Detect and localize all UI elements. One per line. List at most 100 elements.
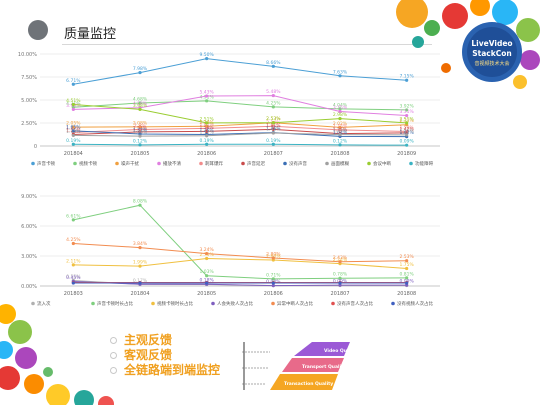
data-label: 1.21% xyxy=(400,128,415,134)
legend-label: 没有声音 xyxy=(289,160,307,167)
data-label: 0.55% xyxy=(66,274,81,280)
series-line xyxy=(73,58,407,85)
data-label: 6.71% xyxy=(66,78,81,84)
series-line xyxy=(73,128,407,135)
legend-marker xyxy=(241,161,245,166)
series-line xyxy=(73,100,407,111)
legend-label: 没有声音人次占比 xyxy=(337,300,373,307)
data-label: 1.8% xyxy=(134,123,146,129)
legend-marker xyxy=(283,161,287,166)
data-label: 1.41% xyxy=(266,127,281,133)
data-label: 1.65% xyxy=(66,124,81,130)
data-label: 1.15% xyxy=(66,129,81,135)
y-tick-label: 5.00% xyxy=(21,98,37,104)
legend-label: 流入次 xyxy=(37,300,51,307)
logo-line1: LiveVideo xyxy=(471,39,512,48)
data-point xyxy=(71,102,75,107)
legend-label: 声音延迟 xyxy=(247,160,265,167)
data-point xyxy=(338,125,342,130)
data-point xyxy=(138,143,142,147)
series-line xyxy=(73,95,407,117)
data-label: 1.91% xyxy=(200,122,215,128)
data-label: 7.63% xyxy=(333,69,348,75)
legend-marker xyxy=(211,301,215,306)
data-label: 0.19% xyxy=(200,138,215,144)
x-tick-label: 201804 xyxy=(130,291,149,297)
bullet-label: 客观反馈 xyxy=(124,348,173,362)
data-point xyxy=(271,142,275,146)
feedback-bullet-list: 主观反馈 客观反馈 全链路端到端监控 xyxy=(110,333,220,378)
data-label: 3.24% xyxy=(200,247,215,253)
data-point xyxy=(271,93,275,98)
pyramid-label-video: Video Quality xyxy=(324,348,358,354)
data-point xyxy=(405,276,409,280)
legend-marker xyxy=(115,161,119,166)
data-point xyxy=(205,252,209,256)
data-label: 1.08% xyxy=(133,130,148,136)
data-label: 1.75% xyxy=(400,262,415,268)
y-tick-label: 0 xyxy=(34,144,37,150)
data-label: 0.09% xyxy=(400,139,415,145)
legend-label: 人会失败人次占比 xyxy=(217,300,253,307)
data-point xyxy=(271,105,275,109)
data-point xyxy=(271,124,275,128)
legend-marker xyxy=(325,161,329,166)
legend-marker xyxy=(73,161,77,166)
data-label: 5.43% xyxy=(200,90,215,96)
bullet-dot-icon xyxy=(110,352,117,359)
legend-marker xyxy=(157,161,161,166)
data-point xyxy=(338,132,342,137)
data-point xyxy=(71,263,75,267)
pyramid-layer-video xyxy=(294,342,350,356)
data-point xyxy=(138,203,142,207)
data-label: 2.80% xyxy=(266,252,281,258)
series-line xyxy=(73,104,407,124)
data-point xyxy=(338,260,342,264)
data-label: 1.75% xyxy=(333,123,348,129)
legend-marker xyxy=(31,161,35,166)
data-point xyxy=(338,109,342,114)
data-point xyxy=(71,107,75,111)
legend-marker xyxy=(199,161,203,166)
data-label: 1.35% xyxy=(333,127,348,133)
data-label: 1.04% xyxy=(333,130,348,136)
x-tick-label: 201804 xyxy=(64,151,83,157)
data-label: 2.98% xyxy=(333,112,348,118)
legend-label: 声音卡顿 xyxy=(37,160,55,167)
data-label: 1.11% xyxy=(200,129,215,135)
bullet-dot-icon xyxy=(110,367,117,374)
y-tick-label: 9.00% xyxy=(21,194,37,200)
data-point xyxy=(405,133,409,137)
series-line xyxy=(73,122,407,128)
bullet-label: 主观反馈 xyxy=(124,333,173,347)
data-point xyxy=(338,276,342,280)
x-tick-label: 201809 xyxy=(397,151,416,157)
data-label: 4.68% xyxy=(133,96,148,102)
data-label: 2.08% xyxy=(133,120,148,126)
data-point xyxy=(205,134,209,138)
data-point xyxy=(205,99,209,103)
data-point xyxy=(138,101,142,105)
data-label: 7.15% xyxy=(400,74,415,80)
legend-marker xyxy=(331,301,335,306)
data-point xyxy=(205,274,209,278)
data-point xyxy=(271,277,275,281)
slide-title: 质量监控 xyxy=(64,27,117,42)
data-point xyxy=(71,241,75,246)
data-point xyxy=(271,64,275,68)
y-tick-label: 6.00% xyxy=(21,224,37,230)
series-line xyxy=(73,143,407,146)
data-label: 0.18% xyxy=(200,278,215,284)
title-divider xyxy=(62,44,432,45)
data-point xyxy=(138,281,142,285)
data-label: 3.75% xyxy=(333,105,348,111)
data-point xyxy=(338,143,342,147)
x-tick-label: 201805 xyxy=(197,291,216,297)
series-line xyxy=(73,257,407,269)
data-point xyxy=(405,259,409,263)
data-label: 2.53% xyxy=(400,254,415,260)
data-point xyxy=(338,107,342,111)
legend-marker xyxy=(409,161,413,166)
x-tick-label: 201807 xyxy=(264,151,283,157)
legend-marker xyxy=(91,301,95,306)
